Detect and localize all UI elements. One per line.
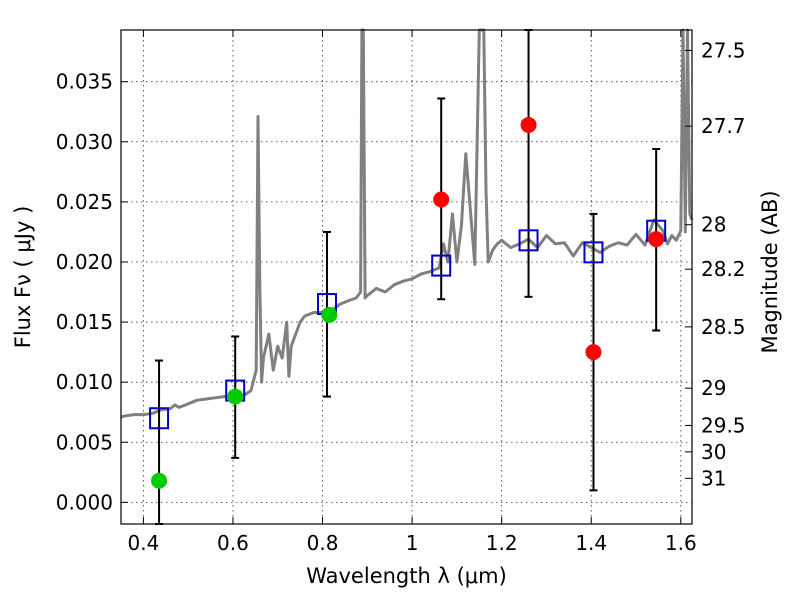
spectrum-layer: [120, 28, 694, 419]
y-tick-label: 0.030: [56, 130, 113, 154]
right-tick-label: 31: [701, 466, 726, 490]
y-tick-label: 0.035: [56, 70, 113, 94]
model-square-marker: [149, 407, 170, 430]
y-axis-title: Flux Fν ( μJy ): [11, 206, 35, 349]
x-tick-label: 0.6: [217, 531, 249, 555]
x-tick-label: 0.4: [127, 531, 159, 555]
observed-point-marker: [585, 344, 602, 361]
right-tick-label: 30: [701, 440, 726, 464]
model-square-marker: [431, 254, 452, 277]
y-tick-label: 0.010: [56, 370, 113, 394]
y-tick-label: 0.015: [56, 310, 113, 334]
observed-point-marker: [321, 306, 338, 323]
y-tick-label: 0.025: [56, 190, 113, 214]
right-axis-title: Magnitude (AB): [758, 190, 782, 353]
right-tick-label: 29.5: [701, 413, 746, 437]
plot-frame: [120, 29, 693, 525]
grid: [121, 30, 692, 524]
errorbar-layer: [155, 29, 661, 525]
model-square-marker: [583, 241, 604, 264]
observed-point-marker: [433, 191, 450, 208]
x-tick-label: 0.8: [307, 531, 339, 555]
right-tick-label: 27.5: [701, 38, 746, 62]
right-tick-label: 28.2: [701, 257, 746, 281]
observed-point-marker: [648, 231, 665, 248]
x-tick-label: 1.4: [575, 531, 607, 555]
x-tick-label: 1: [406, 531, 419, 555]
y-tick-label: 0.020: [56, 250, 113, 274]
y-tick-label: 0.005: [56, 430, 113, 454]
observed-point-marker: [151, 472, 168, 489]
marker-layer: [149, 116, 667, 489]
right-tick-label: 27.7: [701, 114, 746, 138]
model-square-marker: [518, 229, 539, 252]
observed-point-marker: [227, 388, 244, 405]
right-tick-label: 28.5: [701, 315, 746, 339]
x-tick-label: 1.2: [486, 531, 518, 555]
x-tick-label: 1.6: [665, 531, 697, 555]
tick-layer: 0.4 0.6 0.8 1 1.2 1.4 1.6 0.000 0.005 0.010 0.015 0…: [56, 30, 746, 555]
right-tick-label: 28: [701, 213, 726, 237]
x-axis-title: Wavelength λ (μm): [306, 564, 507, 588]
spectrum-line: [120, 28, 694, 419]
y-tick-label: 0.000: [56, 490, 113, 514]
observed-point-marker: [520, 116, 537, 133]
right-tick-label: 29: [701, 376, 726, 400]
